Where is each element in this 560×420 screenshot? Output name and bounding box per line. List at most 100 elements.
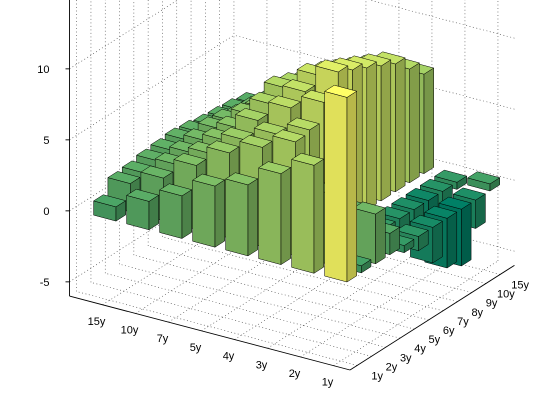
bar-face <box>434 169 467 183</box>
y-tick-label: 6y <box>443 325 455 337</box>
bar-face <box>352 201 386 215</box>
bar-face <box>324 91 348 283</box>
bar-face <box>214 179 225 248</box>
bar-layer <box>93 51 500 283</box>
bar-face <box>192 179 216 248</box>
bar-face <box>247 178 258 257</box>
bar-face <box>253 121 287 135</box>
bar-face <box>405 188 439 201</box>
grid-line <box>133 254 415 330</box>
bar-face <box>140 165 174 179</box>
bar-face <box>225 172 258 186</box>
z-tick-label: -5 <box>40 277 50 289</box>
label-layer: -5051015y10y7y5y4y3y2y1y1y2y3y4y5y6y7y8y… <box>37 64 529 389</box>
bar-face <box>280 167 291 265</box>
bar-face <box>420 178 453 192</box>
bar <box>467 171 500 192</box>
bar <box>159 183 192 239</box>
bar-face <box>461 202 472 267</box>
grid-line <box>69 34 235 141</box>
bar-face <box>93 194 126 208</box>
grid-line <box>368 0 515 39</box>
x-tick-label: 1y <box>322 377 334 389</box>
bar-face <box>346 90 357 283</box>
bar-face <box>126 188 159 202</box>
z-tick-label: 10 <box>37 64 49 76</box>
bar <box>352 201 386 265</box>
y-tick-label: 4y <box>414 343 426 355</box>
bar-face <box>291 159 315 274</box>
y-tick-label: 8y <box>471 307 483 319</box>
bar-face <box>315 59 349 73</box>
bar-face <box>291 152 324 166</box>
grid-line <box>162 236 444 312</box>
grid-line <box>105 273 386 348</box>
bar <box>291 152 324 274</box>
axis-layer <box>65 0 515 371</box>
bar-face <box>258 161 291 174</box>
bar-face <box>446 211 458 269</box>
bar-face <box>206 140 240 154</box>
grid-line <box>168 217 334 323</box>
grid-line <box>102 199 268 306</box>
bar-face <box>438 196 472 210</box>
bar-face <box>380 59 392 202</box>
bar-face <box>467 171 500 185</box>
x-tick-label: 15y <box>88 316 106 328</box>
grid-line <box>135 208 301 314</box>
grid-line <box>300 252 466 358</box>
bar-face <box>192 173 225 187</box>
bar-face <box>220 127 254 140</box>
bar-face <box>375 207 386 265</box>
bar-face <box>159 189 183 239</box>
y-tick-label: 10y <box>497 289 515 301</box>
bar <box>225 172 258 257</box>
bar-face <box>432 220 443 264</box>
x-axis-line <box>69 295 351 371</box>
bar-face <box>258 167 282 265</box>
bar-face <box>181 189 192 239</box>
bar-face <box>410 214 443 228</box>
y-tick-label: 5y <box>429 334 441 346</box>
bar-face <box>272 129 306 143</box>
z-tick-label: 0 <box>43 206 49 218</box>
bar-face <box>235 108 268 121</box>
grid-line <box>69 0 179 70</box>
bar-face <box>107 171 141 184</box>
bar-face <box>453 187 486 201</box>
x-tick-label: 10y <box>121 324 139 336</box>
grid-line <box>201 225 367 332</box>
grid-line <box>69 176 235 283</box>
x-tick-label: 3y <box>256 359 268 371</box>
y-tick-label: 3y <box>400 352 412 364</box>
bar-face <box>366 61 377 211</box>
x-tick-label: 4y <box>223 351 235 363</box>
bar-face <box>268 95 301 109</box>
bar-face <box>423 67 434 174</box>
y-tick-label: 7y <box>457 316 469 328</box>
grid-line <box>333 260 499 366</box>
bar-face <box>225 178 249 257</box>
x-tick-label: 5y <box>190 342 202 354</box>
x-tick-label: 7y <box>157 333 169 345</box>
grid-line <box>119 263 401 339</box>
y-axis-line <box>349 264 515 371</box>
bar-face <box>424 205 458 219</box>
z-tick-label: 5 <box>43 135 49 147</box>
y-tick-label: 15y <box>511 279 529 291</box>
bar-face <box>395 57 406 193</box>
bar <box>258 161 291 265</box>
bar-face <box>395 224 429 237</box>
bar-face <box>313 158 324 274</box>
bar-face <box>286 117 320 131</box>
grid-line <box>233 34 515 110</box>
bar-face <box>173 153 207 166</box>
bar-face <box>239 134 273 148</box>
grid-line <box>76 291 358 366</box>
bar-face <box>159 183 192 197</box>
bar <box>192 173 225 248</box>
grid-line <box>234 234 400 340</box>
bar-face <box>391 197 425 210</box>
